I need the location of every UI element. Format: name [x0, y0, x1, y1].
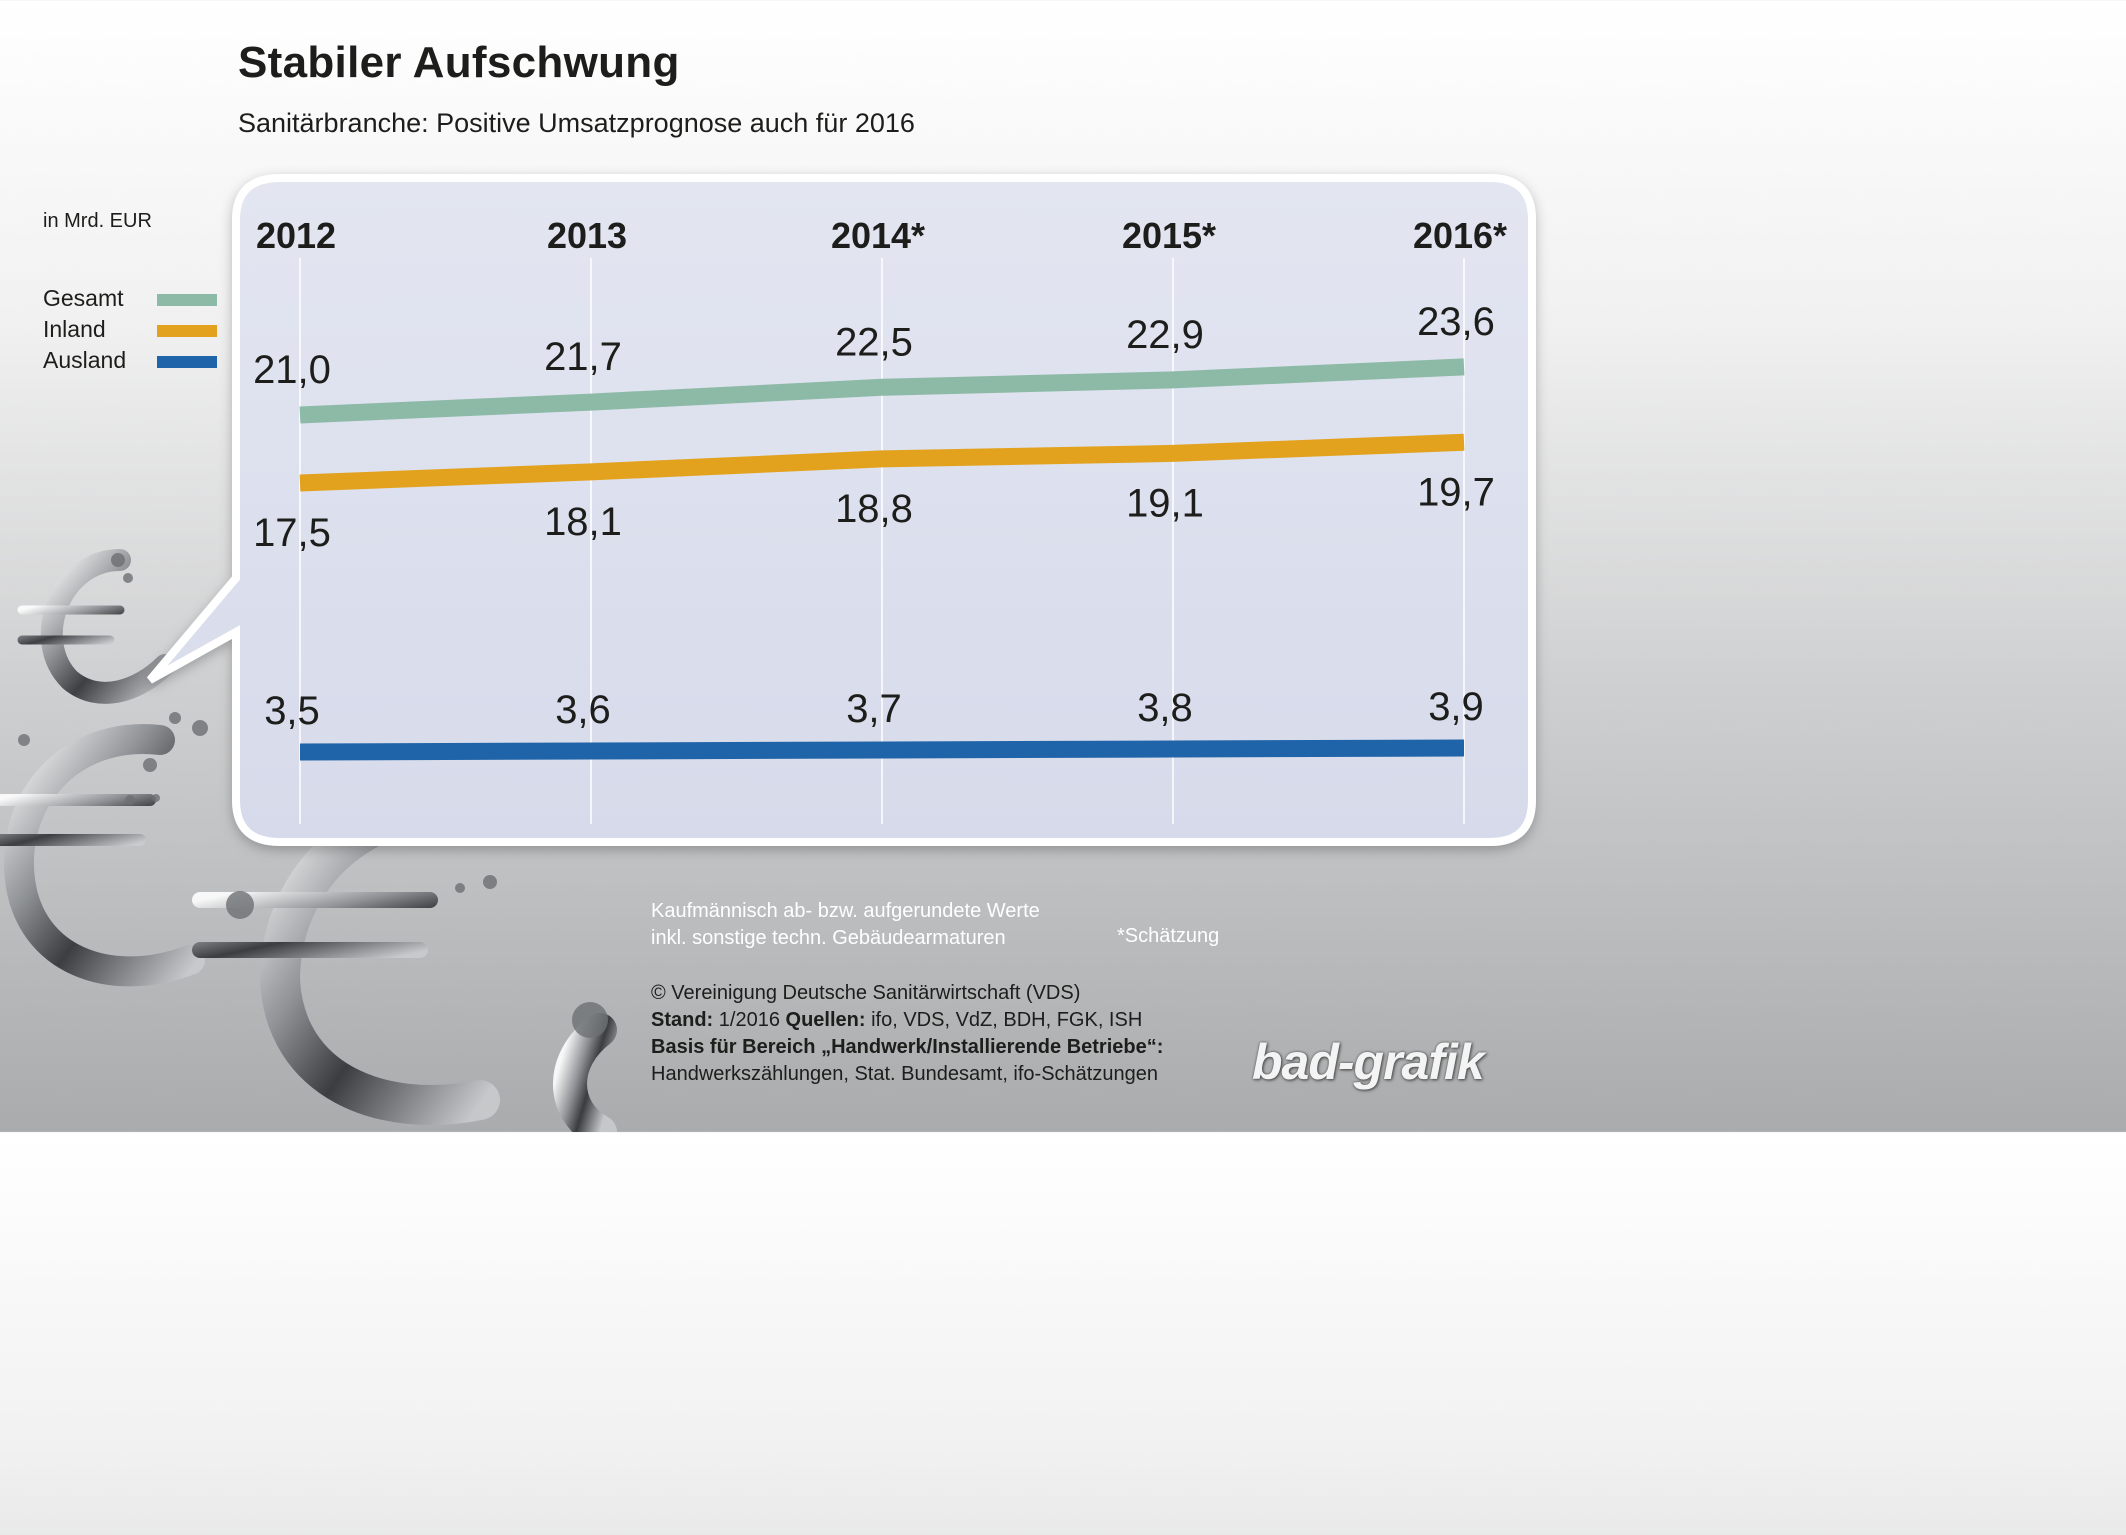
footnote-rounding: Kaufmännisch ab- bzw. aufgerundete Werte — [651, 900, 1040, 922]
data-label-gesamt: 21,0 — [253, 348, 331, 392]
legend-item-gesamt: Gesamt — [43, 285, 223, 311]
legend-swatch-ausland — [157, 356, 217, 368]
page-subtitle: Sanitärbranche: Positive Umsatzprognose … — [238, 108, 915, 138]
data-label-inland: 19,7 — [1417, 470, 1495, 514]
series-line-ausland — [299, 739, 1465, 761]
data-label-ausland: 3,9 — [1428, 685, 1484, 729]
x-tick-label: 2013 — [547, 215, 627, 256]
footnote-scope: inkl. sonstige techn. Gebäudearmaturen — [651, 927, 1006, 949]
line-chart: 2012 2013 2014* 2015* 2016* 21,0 21,7 22,5 22,9… — [146, 174, 1536, 846]
series-line-inland — [299, 433, 1465, 492]
sources-value: ifo, VDS, VdZ, BDH, FGK, ISH — [871, 1009, 1143, 1031]
legend-swatch-inland — [157, 325, 217, 337]
series-lines — [299, 358, 1465, 761]
legend-item-ausland: Ausland — [43, 347, 223, 373]
x-tick-label: 2012 — [256, 215, 336, 256]
series-line-gesamt — [299, 358, 1465, 424]
data-label-ausland: 3,8 — [1137, 686, 1193, 730]
stand-label: Stand: — [651, 1009, 714, 1031]
basis-label: Basis für Bereich „Handwerk/Installieren… — [651, 1036, 1164, 1058]
footnote-estimate: *Schätzung — [1117, 925, 1220, 947]
data-label-ausland: 3,7 — [846, 687, 902, 731]
data-label-gesamt: 22,9 — [1126, 313, 1204, 357]
chart-panel — [146, 174, 1536, 846]
x-tick-label: 2016* — [1413, 215, 1507, 256]
footnote-block: Kaufmännisch ab- bzw. aufgerundete Werte… — [651, 898, 1040, 952]
stand-value: 1/2016 — [718, 1009, 780, 1031]
basis-value: Handwerkszählungen, Stat. Bundesamt, ifo… — [651, 1063, 1158, 1085]
x-axis-labels: 2012 2013 2014* 2015* 2016* — [256, 215, 1507, 256]
x-tick-label: 2014* — [831, 215, 925, 256]
water-droplets — [18, 553, 608, 1038]
legend-label-inland: Inland — [43, 316, 106, 342]
logo-bad: bad — [1252, 1034, 1339, 1090]
page-title: Stabiler Aufschwung — [238, 38, 680, 87]
data-label-inland: 18,8 — [835, 487, 913, 531]
data-label-gesamt: 23,6 — [1417, 300, 1495, 344]
legend-label-gesamt: Gesamt — [43, 285, 124, 311]
data-label-inland: 17,5 — [253, 511, 331, 555]
legend-swatch-gesamt — [157, 294, 217, 306]
legend-label-ausland: Ausland — [43, 347, 127, 373]
data-label-inland: 19,1 — [1126, 481, 1204, 525]
bad-grafik-logo: bad-grafik — [1252, 1033, 1485, 1091]
source-credits: © Vereinigung Deutsche Sanitärwirtschaft… — [651, 980, 1163, 1088]
data-label-gesamt: 21,7 — [544, 335, 622, 379]
sources-label: Quellen: — [785, 1009, 866, 1031]
data-label-gesamt: 22,5 — [835, 320, 913, 364]
stand-line: Stand: 1/2016 Quellen: ifo, VDS, VdZ, BD… — [651, 1007, 1163, 1034]
data-label-ausland: 3,5 — [264, 689, 320, 733]
unit-label: in Mrd. EUR — [43, 210, 152, 232]
x-tick-label: 2015* — [1122, 215, 1216, 256]
data-label-ausland: 3,6 — [555, 688, 611, 732]
data-labels: 21,0 21,7 22,5 22,9 23,6 17,5 18,1 18,8 19,1 19,7… — [253, 300, 1495, 733]
gridlines — [299, 258, 1465, 824]
logo-grafik: -grafik — [1337, 1034, 1485, 1090]
copyright-line: © Vereinigung Deutsche Sanitärwirtschaft… — [651, 982, 1081, 1004]
legend-item-inland: Inland — [43, 316, 223, 342]
data-label-inland: 18,1 — [544, 500, 622, 544]
